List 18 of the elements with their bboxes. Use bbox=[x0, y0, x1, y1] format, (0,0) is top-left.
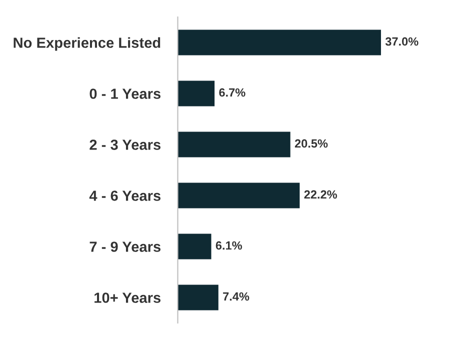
data-label: 37.0% bbox=[385, 37, 418, 46]
data-label: 6.1% bbox=[216, 241, 242, 250]
data-label: 6.7% bbox=[219, 88, 246, 97]
bar bbox=[178, 30, 381, 56]
bar bbox=[178, 284, 218, 310]
y-tick-label: 0 - 1 Years bbox=[90, 88, 160, 99]
data-label: 7.4% bbox=[223, 292, 250, 301]
y-tick-label: No Experience Listed bbox=[14, 37, 160, 51]
y-tick-label: 10+ Years bbox=[94, 292, 160, 303]
bar bbox=[178, 234, 212, 260]
bar bbox=[178, 182, 300, 208]
y-tick-label: 4 - 6 Years bbox=[89, 190, 160, 201]
bar bbox=[178, 132, 290, 158]
y-tick-label: 7 - 9 Years bbox=[90, 242, 160, 252]
bar bbox=[178, 80, 215, 106]
y-tick-label: 2 - 3 Years bbox=[90, 140, 160, 150]
data-label: 22.2% bbox=[304, 190, 338, 199]
data-label: 20.5% bbox=[294, 139, 328, 148]
